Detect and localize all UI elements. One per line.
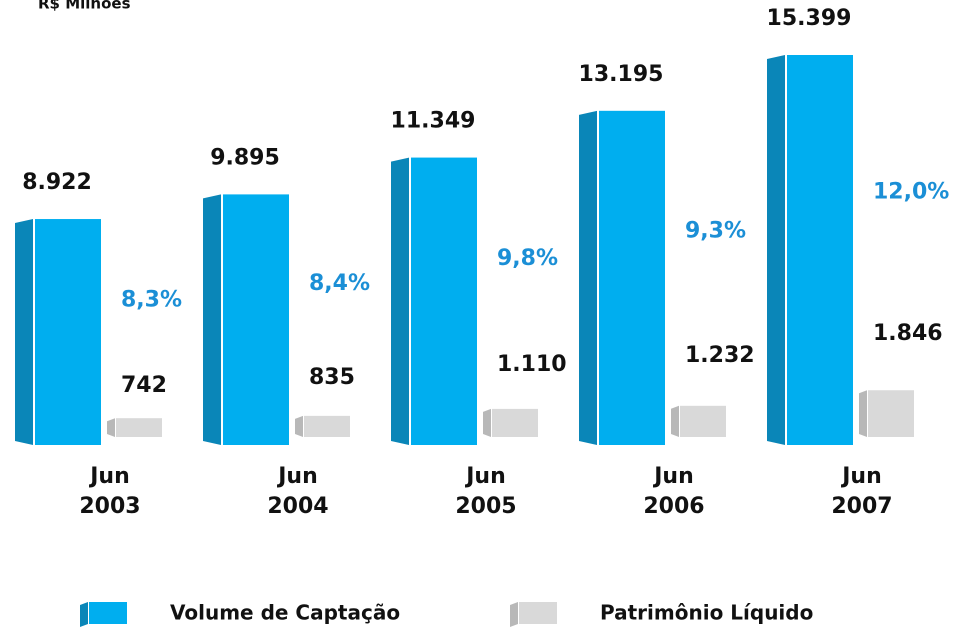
bar bbox=[680, 405, 726, 437]
legend-label: Volume de Captação bbox=[170, 601, 400, 625]
bar-side bbox=[767, 55, 785, 445]
x-tick-label: Jun 2003 bbox=[79, 464, 141, 519]
bar bbox=[304, 415, 350, 437]
value-label: 1.110 bbox=[497, 352, 567, 377]
value-label: 13.195 bbox=[579, 62, 664, 87]
bar bbox=[35, 219, 101, 445]
annotation: 9,3% bbox=[685, 218, 746, 243]
bar-side bbox=[483, 408, 491, 437]
value-label: 1.232 bbox=[685, 343, 755, 368]
chart-title: R$ Milhões bbox=[38, 0, 131, 13]
bar bbox=[411, 157, 477, 445]
bar bbox=[599, 110, 665, 445]
bar-side bbox=[391, 157, 409, 445]
legend-label: Patrimônio Líquido bbox=[600, 601, 813, 625]
bar-side bbox=[107, 418, 115, 437]
x-tick-label: Jun 2006 bbox=[643, 464, 705, 519]
value-label: 11.349 bbox=[391, 109, 476, 134]
bar bbox=[116, 418, 162, 437]
legend-swatch bbox=[89, 602, 127, 624]
annotation: 9,8% bbox=[497, 246, 558, 271]
x-tick-label: Jun 2007 bbox=[831, 464, 893, 519]
value-label: 835 bbox=[309, 365, 355, 390]
bar-side bbox=[859, 390, 867, 437]
x-tick-label: Jun 2004 bbox=[267, 464, 329, 519]
legend-swatch-side bbox=[510, 602, 518, 627]
x-tick-label: Jun 2005 bbox=[455, 464, 517, 519]
bar bbox=[223, 194, 289, 445]
bar-side bbox=[15, 219, 33, 445]
bar-side bbox=[295, 415, 303, 437]
bar bbox=[787, 55, 853, 445]
legend-swatch-side bbox=[80, 602, 88, 627]
annotation: 12,0% bbox=[873, 180, 949, 205]
bar bbox=[868, 390, 914, 437]
legend-swatch bbox=[519, 602, 557, 624]
value-label: 8.922 bbox=[22, 170, 92, 195]
bar-side bbox=[579, 110, 597, 445]
bar bbox=[492, 408, 538, 437]
value-label: 1.846 bbox=[873, 321, 943, 346]
value-label: 15.399 bbox=[767, 6, 852, 31]
annotation: 8,4% bbox=[309, 271, 370, 296]
value-label: 742 bbox=[121, 373, 167, 398]
annotation: 8,3% bbox=[121, 288, 182, 313]
bar-side bbox=[671, 405, 679, 437]
bar-side bbox=[203, 194, 221, 445]
value-label: 9.895 bbox=[210, 145, 280, 170]
